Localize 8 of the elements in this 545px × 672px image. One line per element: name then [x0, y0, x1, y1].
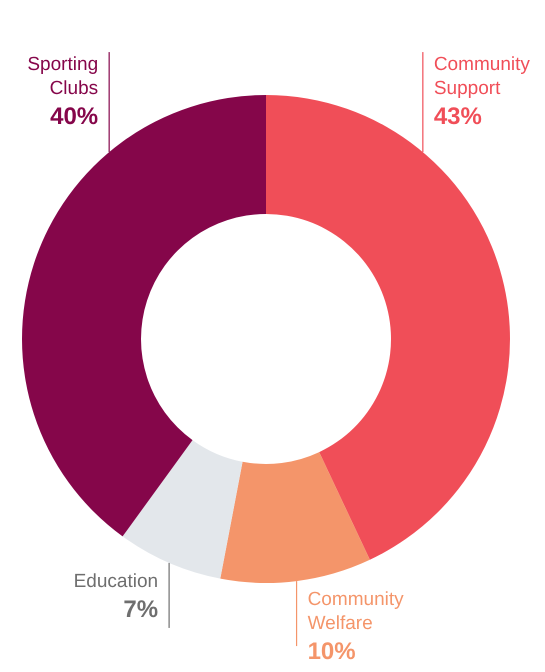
slice-label: Community Welfare — [308, 589, 404, 634]
slice-label: Education — [74, 570, 158, 592]
data-label: 40% — [50, 103, 98, 130]
data-label: 10% — [308, 638, 356, 666]
slice-label: Community Support — [434, 54, 530, 100]
data-label: 7% — [123, 596, 158, 623]
data-label: 43% — [434, 103, 482, 130]
slice-label: Sporting Clubs — [27, 54, 98, 100]
